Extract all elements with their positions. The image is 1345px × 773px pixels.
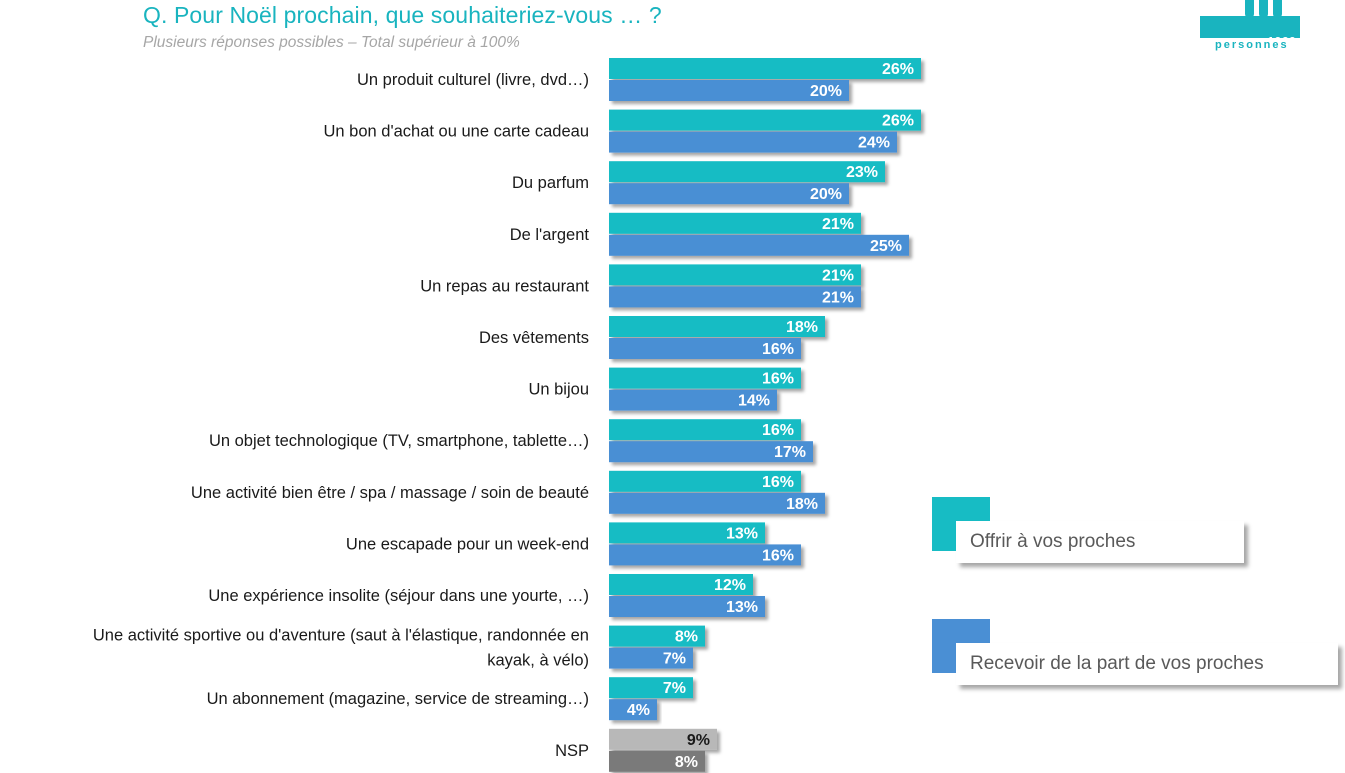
bar-recevoir xyxy=(609,492,825,514)
bar-offrir xyxy=(609,625,705,647)
bar-recevoir xyxy=(609,544,801,566)
bar-recevoir xyxy=(609,389,777,411)
value-label: 20% xyxy=(810,186,842,203)
value-label: 14% xyxy=(738,393,770,410)
question-subtitle: Plusieurs réponses possibles – Total sup… xyxy=(143,34,520,51)
value-label: 4% xyxy=(627,702,650,719)
category-label: De l'argent xyxy=(510,226,590,244)
value-label: 12% xyxy=(714,577,746,594)
category-label: NSP xyxy=(555,742,589,760)
bar-recevoir xyxy=(609,131,897,153)
category-label: Une activité sportive ou d'aventure (sau… xyxy=(93,627,589,670)
category-label: Un bijou xyxy=(528,381,589,399)
value-label: 13% xyxy=(726,599,758,616)
bar-offrir xyxy=(609,677,693,699)
respondents-box: 1060 xyxy=(1200,16,1300,49)
question-title: Q. Pour Noël prochain, que souhaiteriez-… xyxy=(143,2,662,28)
bar-recevoir xyxy=(609,80,849,101)
category-label: Une escapade pour un week-end xyxy=(346,535,589,553)
bar-offrir xyxy=(609,574,753,595)
value-label: 8% xyxy=(675,629,698,646)
bar-offrir xyxy=(609,161,885,183)
respondents-badge: 1060 personnes xyxy=(1200,0,1300,56)
category-label: Une expérience insolite (séjour dans une… xyxy=(208,587,589,605)
value-label: 16% xyxy=(762,341,794,358)
value-label: 21% xyxy=(822,267,854,284)
value-label: 21% xyxy=(822,289,854,306)
value-label: 7% xyxy=(663,680,686,697)
value-label: 16% xyxy=(762,371,794,388)
bar-offrir xyxy=(609,367,801,389)
bar-offrir xyxy=(609,522,765,544)
category-label: Une activité bien être / spa / massage /… xyxy=(191,484,589,502)
bar-offrir xyxy=(609,264,861,286)
value-label: 16% xyxy=(762,547,794,564)
value-label: 16% xyxy=(762,422,794,439)
value-label: 16% xyxy=(762,474,794,491)
category-label: Un repas au restaurant xyxy=(420,277,589,295)
value-label: 21% xyxy=(822,216,854,233)
bar-recevoir xyxy=(609,750,705,772)
bar-recevoir xyxy=(609,647,693,669)
bar-offrir xyxy=(609,109,921,131)
value-label: 26% xyxy=(882,113,914,130)
bar-recevoir xyxy=(609,596,765,617)
value-label: 20% xyxy=(810,83,842,100)
category-label: Un produit culturel (livre, dvd…) xyxy=(357,71,589,89)
respondents-unit: personnes xyxy=(1215,39,1289,51)
bar-recevoir xyxy=(609,441,813,463)
category-label: Un abonnement (magazine, service de stre… xyxy=(207,690,589,708)
value-label: 8% xyxy=(675,754,698,771)
value-label: 24% xyxy=(858,135,890,152)
value-label: 9% xyxy=(687,732,710,749)
category-label: Du parfum xyxy=(512,174,589,192)
bar-offrir xyxy=(609,212,861,234)
bar-offrir xyxy=(609,419,801,441)
bar-recevoir xyxy=(609,183,849,205)
value-label: 25% xyxy=(870,238,902,255)
bar-offrir xyxy=(609,58,921,79)
legend-label-recevoir: Recevoir de la part de vos proches xyxy=(956,643,1338,685)
bar-offrir xyxy=(609,316,825,337)
value-label: 18% xyxy=(786,319,818,336)
value-label: 18% xyxy=(786,496,818,513)
value-label: 7% xyxy=(663,651,686,668)
value-label: 17% xyxy=(774,444,806,461)
bar-offrir xyxy=(609,470,801,492)
category-label: Un objet technologique (TV, smartphone, … xyxy=(209,432,589,450)
category-label: Des vêtements xyxy=(479,329,589,347)
bar-recevoir xyxy=(609,699,657,721)
value-label: 26% xyxy=(882,61,914,78)
bar-recevoir xyxy=(609,286,861,308)
legend-label-offrir: Offrir à vos proches xyxy=(956,521,1244,563)
bar-offrir xyxy=(609,728,717,750)
category-label: Un bon d'achat ou une carte cadeau xyxy=(323,123,589,141)
bar-recevoir xyxy=(609,338,801,359)
value-label: 23% xyxy=(846,164,878,181)
value-label: 13% xyxy=(726,525,758,542)
people-icon xyxy=(1245,0,1295,18)
bar-recevoir xyxy=(609,234,909,256)
respondents-count: 1060 xyxy=(1267,34,1296,49)
